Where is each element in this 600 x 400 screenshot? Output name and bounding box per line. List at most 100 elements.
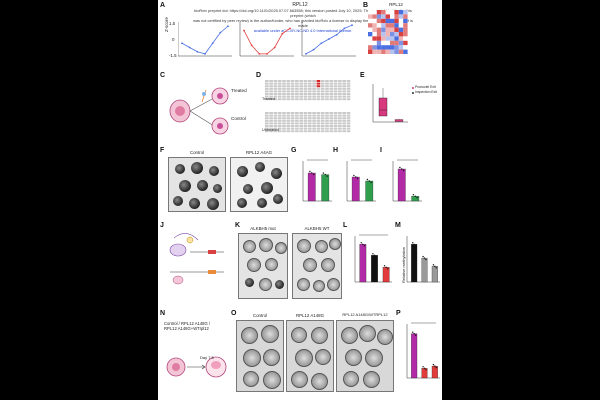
panel-i-bars (392, 159, 422, 202)
heatmap-cell (372, 14, 377, 19)
alignment-cell (265, 125, 269, 127)
alignment-cell (333, 112, 338, 114)
bar (382, 267, 390, 283)
alignment-cell (325, 125, 329, 127)
alignment-cell (290, 122, 295, 125)
alignment-cell (282, 125, 286, 127)
alignment-cell (282, 93, 286, 95)
heatmap-cell (390, 45, 395, 50)
panel-p-bars (406, 322, 440, 379)
panel-a-point (281, 32, 284, 35)
alignment-cell (295, 117, 299, 120)
alignment-cell (299, 87, 303, 90)
heatmap-cell (403, 40, 408, 46)
alignment-cell (303, 122, 308, 125)
bar-point (422, 366, 424, 368)
heatmap-cell (376, 18, 382, 24)
alignment-cell (312, 85, 316, 88)
alignment-cell (295, 90, 299, 93)
alignment-cell (338, 90, 342, 93)
bar-point (416, 197, 418, 199)
alignment-cell (277, 98, 282, 101)
alignment-cell (295, 125, 299, 127)
panel-a-charts (178, 22, 356, 57)
alignment-cell (295, 127, 299, 130)
heatmap-cell (403, 10, 408, 15)
alignment-cell (346, 80, 351, 82)
panel-a-series-line (243, 28, 291, 55)
alignment-cell (269, 112, 273, 114)
alignment-cell (269, 117, 273, 120)
heatmap-cell (376, 40, 382, 46)
alignment-cell (265, 130, 269, 133)
bar (397, 168, 406, 202)
heatmap-cell (372, 10, 377, 15)
panel-label-g: G (291, 147, 297, 154)
alignment-cell (265, 122, 269, 125)
alignment-cell (325, 114, 329, 117)
alignment-cell (265, 112, 269, 114)
alignment-cell (282, 112, 286, 114)
alignment-cell (316, 98, 321, 101)
alignment-cell (346, 87, 351, 90)
alignment-cell (273, 125, 278, 127)
panel-o-control-image (236, 320, 284, 392)
panel-e-legend-2: Inspection Exit (415, 90, 438, 94)
alignment-cell (290, 90, 295, 93)
alignment-cell (320, 82, 325, 85)
alignment-cell (329, 90, 334, 93)
heatmap-cell (394, 23, 399, 28)
panel-label-a: A (160, 2, 166, 9)
panel-m-ylabel: Relative methylation (401, 246, 406, 283)
heatmap-cell (398, 23, 404, 28)
panel-a-point (312, 48, 315, 51)
alignment-cell (269, 87, 273, 90)
alignment-cell (265, 117, 269, 120)
heatmap-cell (394, 45, 399, 50)
banner-line-3[interactable]: available under aCC-BY-NC-ND 4.0 Interna… (253, 27, 353, 33)
alignment-cell (273, 122, 278, 125)
alignment-cell (320, 119, 325, 122)
alignment-cell (325, 87, 329, 90)
heatmap-cell (390, 10, 395, 15)
panel-d-untreated-label: Untreated (262, 128, 279, 132)
alignment-cell (265, 119, 269, 122)
alignment-cell (329, 122, 334, 125)
panel-c-control-label: Control (231, 116, 246, 121)
heatmap-cell (394, 18, 399, 24)
bar-point (366, 178, 369, 181)
alignment-cell (273, 130, 278, 133)
alignment-cell (290, 112, 295, 114)
panel-a-point (328, 38, 330, 40)
alignment-cell (325, 112, 329, 114)
panel-label-k: K (235, 222, 241, 229)
heatmap-cell (398, 27, 404, 32)
alignment-cell (299, 98, 303, 101)
bar (411, 333, 418, 379)
heatmap-cell (390, 40, 395, 46)
alignment-cell (265, 114, 269, 117)
heatmap-cell (368, 32, 373, 37)
alignment-cell (303, 127, 308, 130)
panel-a-point (335, 33, 338, 36)
alignment-cell (265, 95, 269, 98)
alignment-cell (286, 80, 291, 82)
heatmap-cell (381, 32, 386, 37)
alignment-cell (342, 117, 346, 120)
alignment-cell (273, 112, 278, 114)
heatmap-cell (381, 45, 386, 50)
heatmap-cell (381, 10, 386, 15)
alignment-cell (320, 90, 325, 93)
bar-point (326, 175, 328, 177)
alignment-cell (308, 90, 312, 93)
bar-point (402, 169, 405, 172)
alignment-cell (338, 122, 342, 125)
alignment-cell (277, 80, 282, 82)
alignment-cell (329, 117, 334, 120)
alignment-cell (269, 90, 273, 93)
alignment-cell (346, 98, 351, 101)
bar-point (434, 365, 436, 367)
panel-a-ytick-top: 1.5 (169, 21, 176, 26)
alignment-cell (342, 114, 346, 117)
panel-a-point (289, 27, 291, 30)
